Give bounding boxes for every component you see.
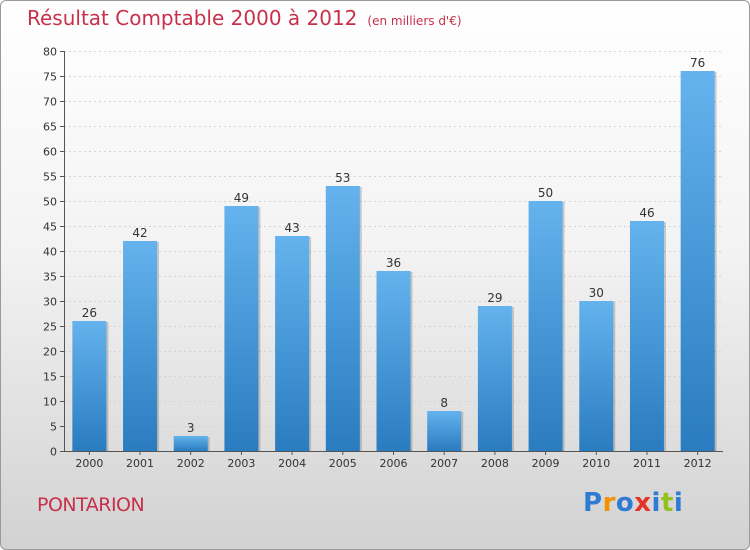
y-tick-label: 40	[43, 246, 57, 259]
bar-2011	[629, 221, 664, 451]
bars	[72, 71, 717, 451]
x-tick-label: 2004	[278, 457, 306, 470]
data-label: 76	[690, 56, 705, 70]
y-tick-label: 55	[43, 171, 57, 184]
data-label: 50	[538, 186, 553, 200]
y-tick-label: 10	[43, 396, 57, 409]
data-label: 36	[386, 256, 401, 270]
data-label: 8	[440, 396, 448, 410]
x-tick-label: 2009	[532, 457, 560, 470]
y-tick-label: 75	[43, 71, 57, 84]
brand-letter: i	[673, 488, 684, 518]
brand-letter: P	[583, 488, 603, 518]
x-tick-label: 2008	[481, 457, 509, 470]
y-tick-label: 45	[43, 221, 57, 234]
bar-2005	[325, 186, 360, 451]
y-tick-label: 70	[43, 96, 57, 109]
bar-2008	[477, 306, 512, 451]
bar-2002	[173, 436, 208, 451]
brand-letter: x	[634, 488, 652, 518]
bar-2003	[224, 206, 259, 451]
brand-letter: i	[651, 488, 661, 518]
brand-letter: o	[615, 488, 635, 518]
labels: 0 5 10 15 20 25 30 35 40 45 50 55 60 65 70 75 80 2000 26 20…	[43, 46, 712, 471]
y-tick-label: 80	[43, 46, 57, 59]
city-name: PONTARION	[37, 494, 145, 516]
bar-2012	[680, 71, 715, 451]
x-tick-label: 2002	[177, 457, 205, 470]
y-tick-label: 15	[43, 371, 57, 384]
y-tick-label: 35	[43, 271, 57, 284]
bar-2010	[579, 301, 614, 451]
bar-2007	[427, 411, 462, 451]
chart-title: Résultat Comptable 2000 à 2012 (en millie…	[27, 6, 462, 30]
brand-logo[interactable]: Proxiti	[583, 488, 683, 518]
bar-2000	[72, 321, 107, 451]
y-tick-label: 5	[50, 421, 57, 434]
y-tick-label: 60	[43, 146, 57, 159]
data-label: 42	[132, 226, 147, 240]
y-tick-label: 50	[43, 196, 57, 209]
brand-letter: r	[602, 488, 616, 518]
data-label: 29	[487, 291, 502, 305]
y-tick-label: 25	[43, 321, 57, 334]
x-tick-label: 2011	[633, 457, 661, 470]
data-label: 26	[82, 306, 97, 320]
bar-2004	[275, 236, 310, 451]
x-tick-label: 2001	[126, 457, 154, 470]
y-tick-label: 65	[43, 121, 57, 134]
data-label: 3	[187, 421, 195, 435]
x-tick-label: 2005	[329, 457, 357, 470]
y-tick-label: 20	[43, 346, 57, 359]
data-label: 49	[234, 191, 249, 205]
y-tick-label: 30	[43, 296, 57, 309]
data-label: 30	[589, 286, 604, 300]
bar-2009	[528, 201, 563, 451]
x-tick-label: 2007	[430, 457, 458, 470]
data-label: 53	[335, 171, 350, 185]
x-tick-label: 2000	[75, 457, 103, 470]
brand-letter: t	[660, 488, 674, 518]
axes	[60, 51, 723, 455]
chart-subtitle: (en milliers d'€)	[367, 14, 462, 28]
data-label: 43	[284, 221, 299, 235]
y-tick-label: 0	[50, 446, 57, 459]
bar-2001	[123, 241, 158, 451]
x-tick-label: 2006	[380, 457, 408, 470]
bar-2006	[376, 271, 411, 451]
x-tick-label: 2010	[582, 457, 610, 470]
data-label: 46	[639, 206, 654, 220]
x-tick-label: 2012	[684, 457, 712, 470]
x-tick-label: 2003	[227, 457, 255, 470]
